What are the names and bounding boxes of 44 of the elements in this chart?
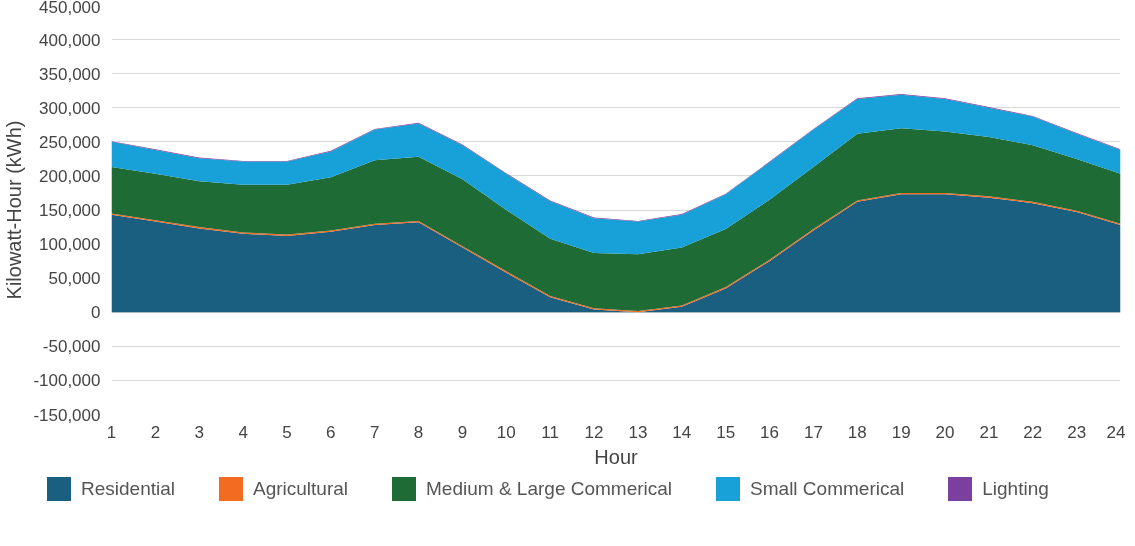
x-tick-label: 1 [106,422,117,442]
x-tick-label: 13 [628,422,648,442]
y-tick-label: 250,000 [39,132,101,152]
y-tick-label: 150,000 [39,201,101,220]
x-tick-label: 8 [413,422,424,442]
x-tick-label: 17 [803,422,823,442]
y-tick-label: 200,000 [39,166,101,186]
x-tick-label: 19 [891,422,911,442]
legend-label: Agricultural [253,477,349,501]
y-tick-label: 100,000 [39,235,101,255]
x-tick-label: 18 [847,422,867,442]
y-axis-title: Kilowatt-Hour (kWh) [3,120,26,300]
legend-label: Medium & Large Commerical [426,477,673,501]
x-tick-label: 22 [1023,422,1043,442]
y-tick-label: 300,000 [39,98,101,118]
x-tick-label: 4 [238,422,248,442]
x-tick-label: 6 [326,422,336,442]
legend-label: Residential [81,477,175,501]
x-tick-label: 7 [369,422,380,442]
x-axis-title: Hour [594,445,639,468]
x-tick-label: 14 [672,422,692,442]
x-tick-label: 3 [194,422,204,442]
x-tick-label: 21 [979,422,999,442]
legend-label: Small Commerical [750,477,905,501]
x-tick-label: 24 [1106,422,1126,442]
x-tick-label: 11 [541,422,560,442]
y-tick-label: 400,000 [39,30,101,50]
x-tick-label: 9 [457,422,468,442]
y-tick-label: -150,000 [33,405,101,425]
y-tick-label: 450,000 [39,0,101,17]
x-tick-label: 2 [150,422,161,442]
x-tick-label: 5 [282,422,292,442]
x-tick-label: 10 [496,422,516,442]
y-tick-label: 50,000 [48,269,101,289]
x-tick-label: 20 [935,422,955,442]
y-tick-label: -100,000 [33,371,101,391]
x-tick-label: 12 [584,422,604,442]
y-tick-label: -50,000 [42,337,101,357]
x-tick-label: 23 [1067,422,1087,442]
legend-label: Lighting [982,477,1049,501]
y-tick-label: 350,000 [39,64,101,84]
y-tick-label: 0 [91,303,101,323]
x-tick-label: 16 [760,422,780,442]
x-tick-label: 15 [716,422,736,442]
